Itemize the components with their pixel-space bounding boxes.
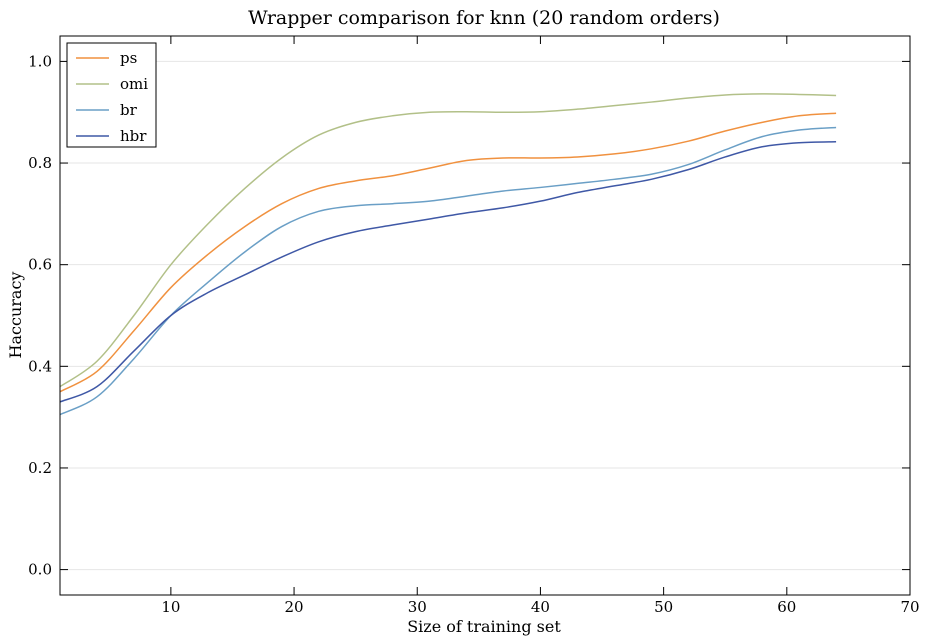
y-tick-label: 0.4: [28, 357, 52, 375]
x-tick-label: 60: [777, 598, 796, 616]
y-tick-label: 0.8: [28, 154, 52, 172]
y-tick-label: 0.6: [28, 256, 52, 274]
legend-label-br: br: [120, 101, 138, 119]
series-line-hbr: [59, 140, 837, 403]
chart-title: Wrapper comparison for knn (20 random or…: [248, 7, 720, 29]
series-layer: [59, 93, 837, 416]
series-line-omi: [59, 93, 837, 388]
y-axis-title: Haccuracy: [6, 272, 25, 359]
x-tick-label: 50: [654, 598, 673, 616]
x-tick-label: 30: [408, 598, 427, 616]
legend-label-hbr: hbr: [120, 127, 147, 145]
series-line-br: [59, 126, 837, 416]
legend-box: [66, 42, 157, 148]
x-tick-label: 20: [285, 598, 304, 616]
legend-label-ps: ps: [120, 49, 137, 67]
y-tick-label: 0.0: [28, 561, 52, 579]
legend-label-omi: omi: [120, 75, 148, 93]
grid-layer: [60, 60, 910, 571]
x-tick-label: 70: [900, 598, 919, 616]
y-tick-label: 0.2: [28, 459, 52, 477]
x-tick-label: 40: [531, 598, 550, 616]
tick-layer: 0.0 0.2 0.4 0.6 0.8 1.0 10 20 30 40 50 60 70: [28, 36, 920, 616]
x-tick-label: 10: [161, 598, 180, 616]
y-tick-label: 1.0: [28, 52, 52, 70]
x-axis-title: Size of training set: [407, 617, 561, 636]
plot-frame: [59, 35, 911, 596]
legend: ps omi br hbr: [66, 42, 157, 148]
series-line-ps: [59, 112, 837, 393]
